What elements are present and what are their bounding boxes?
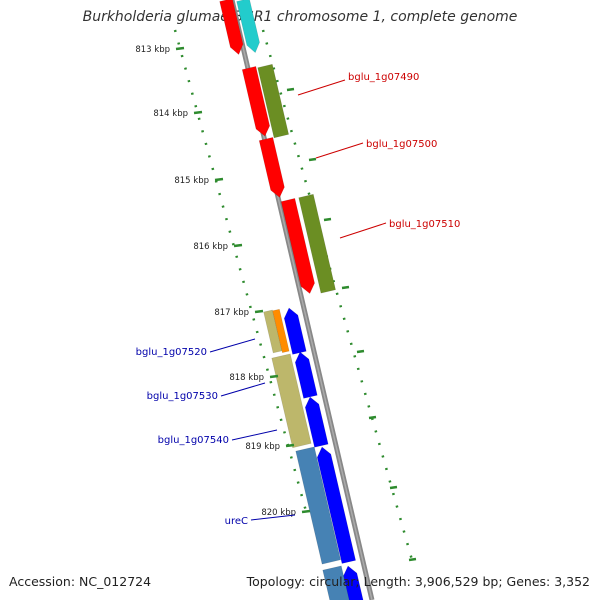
tick-label: 815 kbp — [174, 176, 209, 186]
major-tick — [175, 46, 185, 51]
gene-block-steelblue — [322, 565, 350, 600]
callout-line — [297, 79, 346, 96]
gene-arrow-red — [258, 137, 285, 198]
callout-line — [231, 429, 278, 441]
gene-block-olive — [257, 63, 290, 139]
callout-line — [220, 382, 266, 397]
gene-label: ureC — [225, 516, 248, 527]
gene-arrow-blue — [294, 351, 318, 399]
gene-label: bglu_1g07490 — [348, 72, 419, 83]
map-title: Burkholderia glumae BGR1 chromosome 1, c… — [82, 9, 518, 25]
tick-label: 817 kbp — [214, 308, 249, 318]
major-tick — [214, 177, 224, 182]
right-major-tick — [341, 285, 350, 290]
right-major-tick — [308, 157, 317, 162]
tick-label: 813 kbp — [135, 45, 170, 55]
right-major-tick — [389, 485, 398, 490]
callout-line — [209, 338, 256, 353]
gene-arrow-cyan — [236, 0, 260, 54]
right-major-tick — [368, 415, 377, 420]
gene-arrow-blue — [304, 396, 329, 448]
major-tick — [193, 110, 203, 115]
tick-label: 819 kbp — [245, 442, 280, 452]
gene-label: bglu_1g07510 — [389, 219, 460, 230]
major-tick — [301, 509, 311, 514]
tick-label: 820 kbp — [261, 508, 296, 518]
gene-block-khaki — [263, 309, 283, 354]
gene-arrow-blue — [283, 307, 307, 355]
callout-line — [250, 514, 296, 521]
right-major-tick — [408, 557, 417, 562]
gene-block-olive — [298, 193, 336, 294]
tick-label: 814 kbp — [153, 109, 188, 119]
gene-arrow-blue — [342, 565, 364, 600]
major-tick — [233, 243, 243, 248]
gene-label: bglu_1g07520 — [136, 347, 207, 358]
callout-line — [315, 142, 364, 159]
major-tick — [269, 374, 279, 379]
gene-block-orange — [272, 308, 290, 354]
callout-line — [339, 222, 387, 239]
major-tick — [254, 309, 264, 314]
tick-label: 818 kbp — [229, 373, 264, 383]
right-major-tick — [356, 349, 365, 354]
accession-label: Accession: NC_012724 — [9, 574, 152, 589]
gene-block-khaki — [271, 353, 312, 449]
gene-label: bglu_1g07500 — [366, 139, 437, 150]
major-tick — [285, 443, 295, 448]
right-major-tick — [323, 217, 332, 222]
tick-label: 816 kbp — [193, 242, 228, 252]
gene-arrow-red — [241, 66, 270, 137]
right-major-tick — [286, 87, 295, 92]
right-scale — [261, 29, 414, 561]
gene-label: bglu_1g07530 — [147, 391, 218, 402]
genome-stats: Topology: circular; Length: 3,906,529 bp… — [246, 574, 590, 589]
gene-arrow-blue — [316, 446, 356, 564]
gene-arrow-red — [219, 0, 244, 56]
gene-arrow-red — [280, 198, 315, 294]
gene-label: bglu_1g07540 — [158, 435, 229, 446]
gene-block-steelblue — [295, 446, 341, 565]
